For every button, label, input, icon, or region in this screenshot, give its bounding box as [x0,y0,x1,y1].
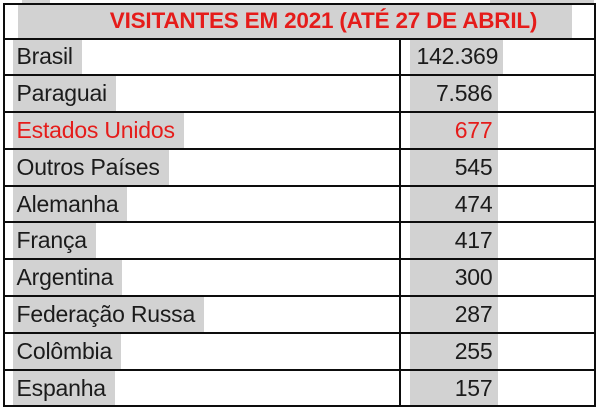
cropped-row-remnant-right [490,0,594,3]
visitor-count: 545 [409,149,498,185]
value-cell: 255 [398,333,594,369]
value-cell: 287 [398,297,594,332]
value-cell: 545 [398,149,594,185]
country-cell: Colômbia [5,333,399,369]
table-row: Paraguai 7.586 [5,74,594,112]
country-label: Brasil [12,39,82,75]
table-header-highlight: VISITANTES EM 2021 (ATÉ 27 DE ABRIL) [17,5,572,38]
table-row: Estados Unidos 677 [5,111,594,148]
value-cell: 300 [398,260,594,296]
country-label: Alemanha [12,186,128,222]
table-row: Outros Países 545 [5,147,594,185]
value-cell: 677 [398,113,594,148]
country-label: Colômbia [12,333,122,369]
visitor-count: 157 [409,370,498,406]
country-cell: Estados Unidos [5,113,399,148]
visitor-count: 142.369 [409,39,504,75]
value-cell: 417 [398,223,594,259]
country-cell: Espanha [5,370,399,406]
value-cell: 474 [398,186,594,222]
country-label: Argentina [12,260,123,296]
table-row: Colômbia 255 [5,331,594,369]
table-row: França 417 [5,221,594,259]
country-cell: Federação Russa [5,297,399,332]
visitor-count: 255 [409,333,498,369]
visitor-count: 7.586 [409,76,498,112]
visitor-count: 300 [409,260,498,296]
cropped-row-remnant-left [22,0,50,3]
country-label: Federação Russa [12,297,205,332]
country-cell: Outros Países [5,149,399,185]
country-label: Estados Unidos [12,113,184,148]
country-cell: Argentina [5,260,399,296]
country-cell: Paraguai [5,76,399,112]
value-cell: 157 [398,370,594,406]
table-header-row: VISITANTES EM 2021 (ATÉ 27 DE ABRIL) [5,5,594,38]
table-title: VISITANTES EM 2021 (ATÉ 27 DE ABRIL) [109,8,538,34]
table-row: Espanha 157 [5,368,594,406]
visitor-count: 474 [409,186,498,222]
country-label: França [12,223,96,259]
country-cell: Brasil [5,39,399,75]
country-label: Paraguai [12,76,116,112]
country-cell: Alemanha [5,186,399,222]
country-label: Espanha [12,370,115,406]
table-row: Brasil 142.369 [5,37,594,75]
country-cell: França [5,223,399,259]
value-cell: 7.586 [398,76,594,112]
table-row: Argentina 300 [5,258,594,296]
value-cell: 142.369 [398,39,594,75]
visitor-count: 287 [409,297,498,332]
table-row: Federação Russa 287 [5,295,594,332]
table-row: Alemanha 474 [5,184,594,222]
visitor-count: 417 [409,223,498,259]
country-label: Outros Países [12,149,169,185]
visitor-count: 677 [409,113,498,148]
visitors-table: VISITANTES EM 2021 (ATÉ 27 DE ABRIL) Bra… [3,3,596,408]
